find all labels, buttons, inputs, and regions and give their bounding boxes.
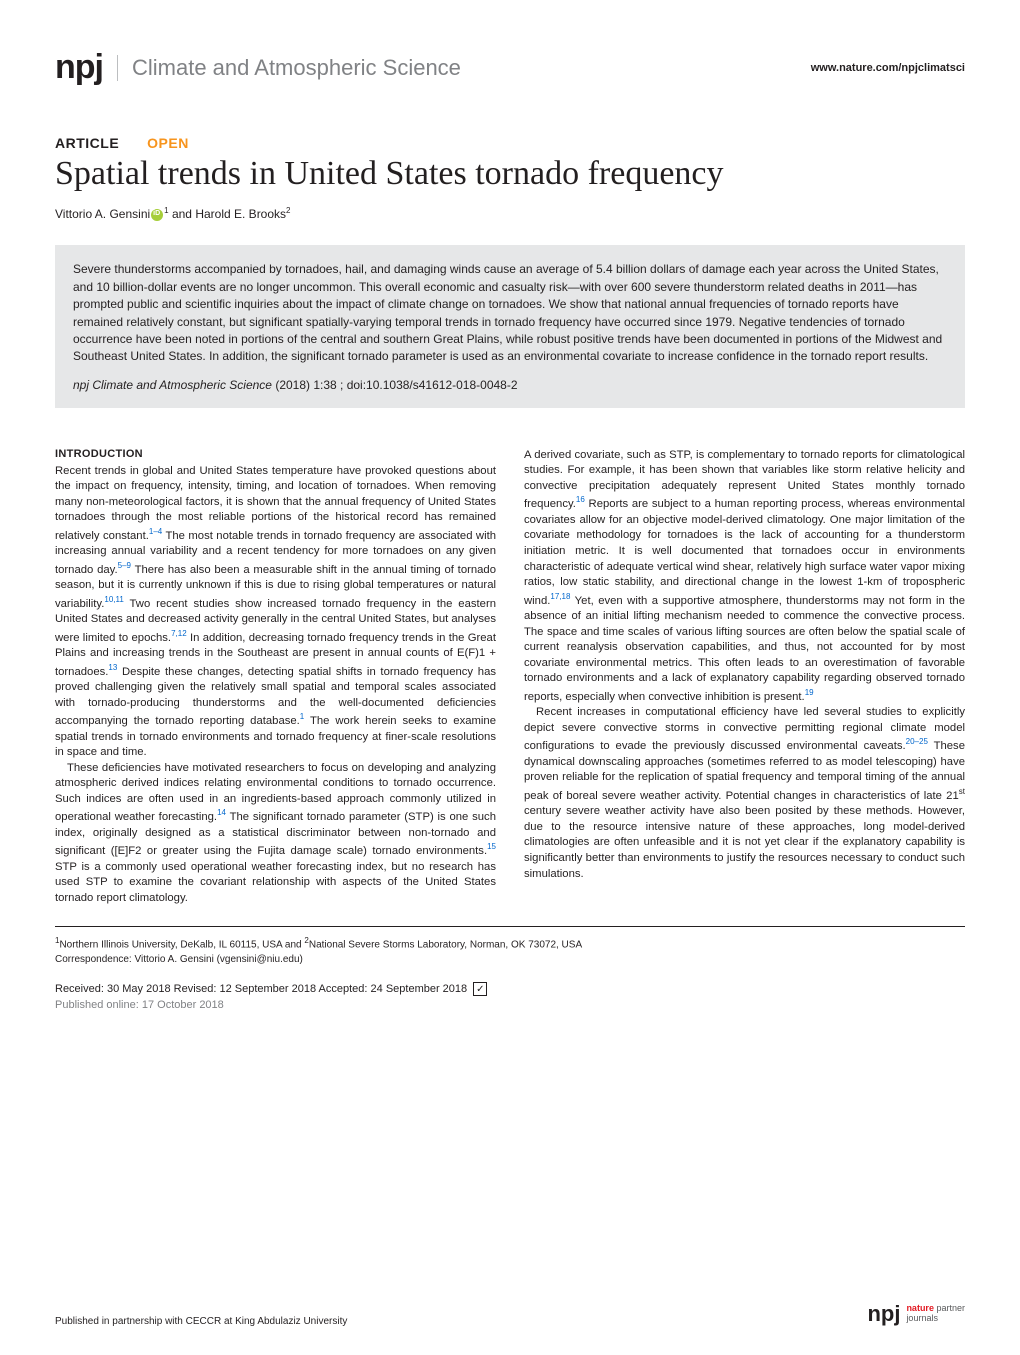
open-access-badge: OPEN — [147, 135, 189, 151]
nature-partner-logo: npj nature partnerjournals — [867, 1301, 965, 1327]
ref-link[interactable]: 20–25 — [906, 737, 928, 746]
author-2: Harold E. Brooks — [195, 207, 286, 221]
correspondence: Correspondence: Vittorio A. Gensini (vge… — [55, 954, 303, 965]
ref-link[interactable]: 19 — [805, 688, 814, 697]
affiliations: 1Northern Illinois University, DeKalb, I… — [55, 926, 965, 966]
page-footer: Published in partnership with CECCR at K… — [55, 1301, 965, 1327]
abstract-text: Severe thunderstorms accompanied by torn… — [73, 261, 947, 365]
ref-link[interactable]: 13 — [108, 663, 117, 672]
authors-line: Vittorio A. Gensini1 and Harold E. Brook… — [55, 206, 965, 221]
citation-journal: npj Climate and Atmospheric Science — [73, 378, 272, 392]
ref-link[interactable]: 17,18 — [550, 592, 570, 601]
article-type-row: ARTICLE OPEN — [55, 135, 965, 151]
partnership-text: Published in partnership with CECCR at K… — [55, 1316, 347, 1327]
ref-link[interactable]: 10,11 — [104, 595, 123, 604]
npj-small-logo: npj — [867, 1301, 900, 1327]
ref-link[interactable]: 7,12 — [171, 629, 187, 638]
journal-name: Climate and Atmospheric Science — [117, 55, 461, 81]
dates-received: Received: 30 May 2018 Revised: 12 Septem… — [55, 983, 467, 995]
dates-published: Published online: 17 October 2018 — [55, 999, 224, 1011]
citation-line: npj Climate and Atmospheric Science (201… — [73, 378, 947, 392]
orcid-icon[interactable] — [151, 209, 163, 221]
col2-p1: A derived covariate, such as STP, is com… — [524, 448, 965, 706]
site-url[interactable]: www.nature.com/npjclimatsci — [811, 62, 965, 74]
nature-word: nature — [906, 1303, 934, 1313]
article-type-label: ARTICLE — [55, 135, 119, 151]
column-left: INTRODUCTION Recent trends in global and… — [55, 448, 496, 907]
ref-link[interactable]: 5–9 — [118, 561, 131, 570]
body-columns: INTRODUCTION Recent trends in global and… — [55, 448, 965, 907]
npj-logo: npj — [55, 48, 103, 87]
article-title: Spatial trends in United States tornado … — [55, 155, 965, 192]
affil-text1: Northern Illinois University, DeKalb, IL… — [59, 940, 304, 951]
dates-block: Received: 30 May 2018 Revised: 12 Septem… — [55, 981, 965, 1014]
ref-link[interactable]: 1–4 — [149, 527, 162, 536]
page-header: npj Climate and Atmospheric Science www.… — [55, 48, 965, 87]
ref-link[interactable]: 14 — [217, 808, 226, 817]
ref-link[interactable]: 15 — [487, 842, 496, 851]
column-right: A derived covariate, such as STP, is com… — [524, 448, 965, 907]
abstract-box: Severe thunderstorms accompanied by torn… — [55, 245, 965, 407]
author-2-affil: 2 — [286, 206, 290, 215]
intro-p1: Recent trends in global and United State… — [55, 464, 496, 761]
col2-p2: Recent increases in computational effici… — [524, 705, 965, 882]
journal-brand: npj Climate and Atmospheric Science — [55, 48, 461, 87]
checkmark-icon — [473, 982, 487, 996]
author-separator: and — [169, 207, 196, 221]
ref-link[interactable]: 16 — [576, 495, 585, 504]
intro-heading: INTRODUCTION — [55, 448, 496, 460]
intro-p2: These deficiencies have motivated resear… — [55, 761, 496, 907]
affil-text2: National Severe Storms Laboratory, Norma… — [309, 940, 582, 951]
author-1: Vittorio A. Gensini — [55, 207, 150, 221]
citation-details: (2018) 1:38 ; doi:10.1038/s41612-018-004… — [272, 378, 518, 392]
nature-partner-text: nature partnerjournals — [906, 1304, 965, 1324]
